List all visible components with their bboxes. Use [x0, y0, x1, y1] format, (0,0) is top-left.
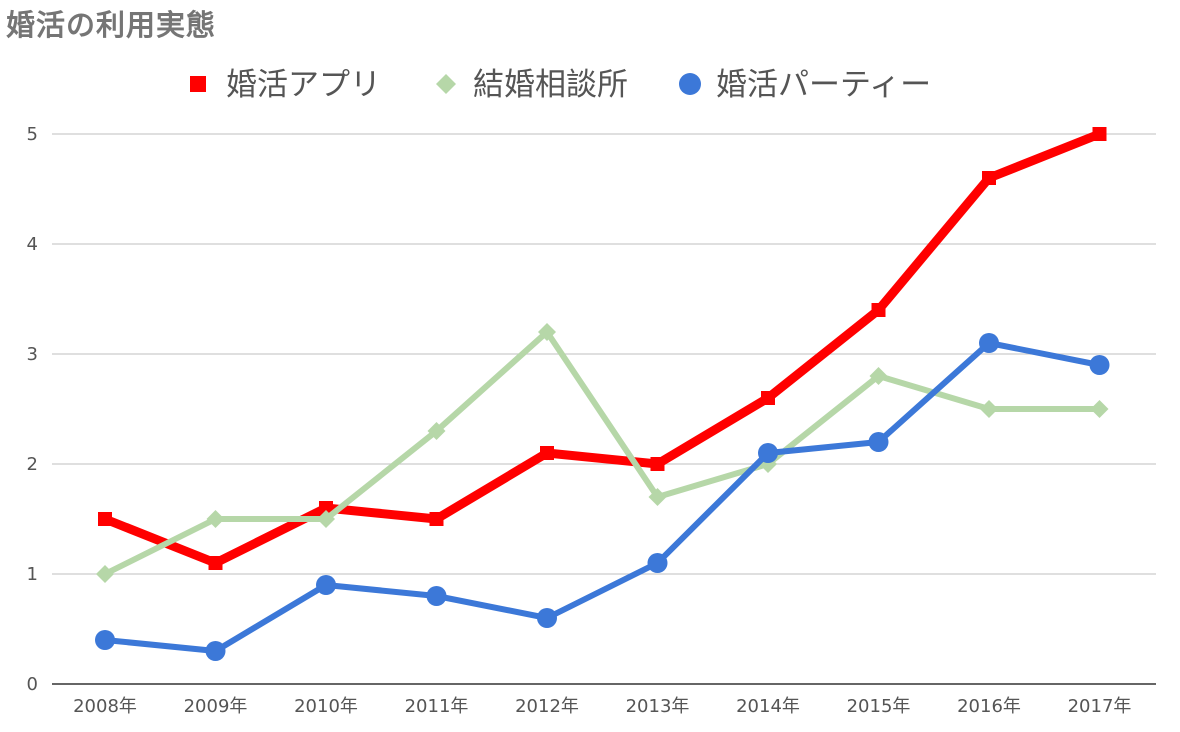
chart-title: 婚活の利用実態: [6, 8, 217, 42]
data-point: [96, 565, 114, 583]
data-point: [1089, 355, 1110, 375]
data-point: [316, 575, 336, 595]
y-tick-label: 0: [27, 674, 38, 695]
x-tick-label: 2014年: [736, 696, 800, 717]
legend-label: 結婚相談所: [473, 67, 628, 103]
series-line: [102, 329, 1103, 577]
data-point: [1092, 127, 1107, 141]
grid-lines: [52, 133, 1156, 575]
data-point: [429, 512, 444, 526]
legend-label: 婚活パーティー: [716, 67, 931, 103]
legend-label: 婚活アプリ: [226, 67, 381, 103]
legend-marker: [190, 76, 206, 92]
data-point: [426, 586, 447, 606]
data-point: [647, 553, 668, 573]
x-tick-label: 2010年: [294, 696, 358, 717]
data-point: [95, 630, 115, 650]
data-point: [648, 488, 667, 506]
y-tick-label: 2: [27, 454, 38, 475]
data-point: [537, 608, 557, 628]
y-tick-label: 5: [27, 124, 38, 145]
data-point: [317, 510, 335, 528]
x-tick-label: 2013年: [626, 696, 690, 717]
data-point: [538, 323, 556, 341]
x-tick-label: 2009年: [184, 696, 248, 717]
legend-marker: [679, 73, 701, 95]
legend-marker: [436, 74, 456, 94]
data-point: [761, 391, 775, 405]
x-tick-label: 2016年: [957, 696, 1021, 717]
series-3: [95, 333, 1110, 661]
data-point: [871, 303, 886, 317]
x-tick-label: 2011年: [405, 696, 469, 717]
series-line: [102, 340, 1103, 654]
y-tick-label: 3: [27, 344, 38, 365]
axes: 0 1 2 3 4 5 2008年 2009年 2010年 2011年 2012年 2013年 2014…: [27, 124, 1156, 717]
legend-item-1: 婚活アプリ: [190, 67, 381, 103]
data-point: [979, 333, 999, 353]
y-tick-label: 1: [27, 564, 38, 585]
series-lines: [95, 127, 1110, 661]
data-point: [98, 512, 112, 526]
legend: 婚活アプリ 結婚相談所 婚活パーティー: [190, 67, 931, 103]
data-point: [205, 641, 226, 661]
data-point: [868, 432, 889, 452]
y-tick-label: 4: [27, 234, 38, 255]
data-point: [982, 171, 996, 185]
data-point: [427, 422, 446, 440]
legend-item-3: 婚活パーティー: [679, 67, 931, 103]
data-point: [980, 400, 998, 418]
data-point: [650, 457, 665, 471]
data-point: [758, 443, 778, 463]
x-tick-label: 2017年: [1068, 696, 1132, 717]
data-point: [869, 367, 888, 385]
data-point: [208, 556, 223, 570]
series-1: [98, 127, 1107, 570]
x-tick-label: 2012年: [515, 696, 579, 717]
data-point: [319, 501, 333, 515]
x-tick-label: 2015年: [847, 696, 911, 717]
data-point: [206, 510, 225, 528]
x-tick-label: 2008年: [73, 696, 137, 717]
series-line: [100, 129, 1104, 568]
data-point: [540, 446, 554, 460]
legend-item-2: 結婚相談所: [436, 67, 628, 103]
data-point: [1090, 400, 1109, 418]
